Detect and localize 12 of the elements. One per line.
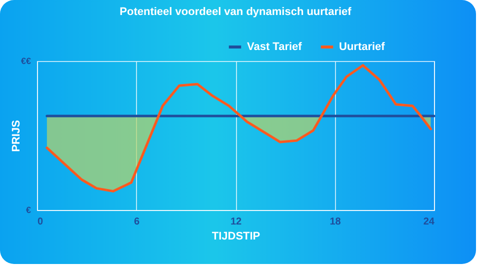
x-tick-label: 24 [423,216,435,228]
y-axis-title: PRIJS [10,120,22,152]
x-axis-title: TIJDSTIP [212,230,260,242]
legend-label: Uurtarief [339,41,386,53]
x-tick-label: 0 [38,216,44,228]
legend-label: Vast Tarief [247,41,302,53]
chart-title: Potentieel voordeel van dynamisch uurtarief [120,6,352,18]
x-tick-label: 12 [230,216,242,228]
text: €€ [20,56,31,66]
x-tick-label: 6 [134,216,140,228]
text: € [26,205,31,215]
x-tick-label: 18 [330,216,342,228]
